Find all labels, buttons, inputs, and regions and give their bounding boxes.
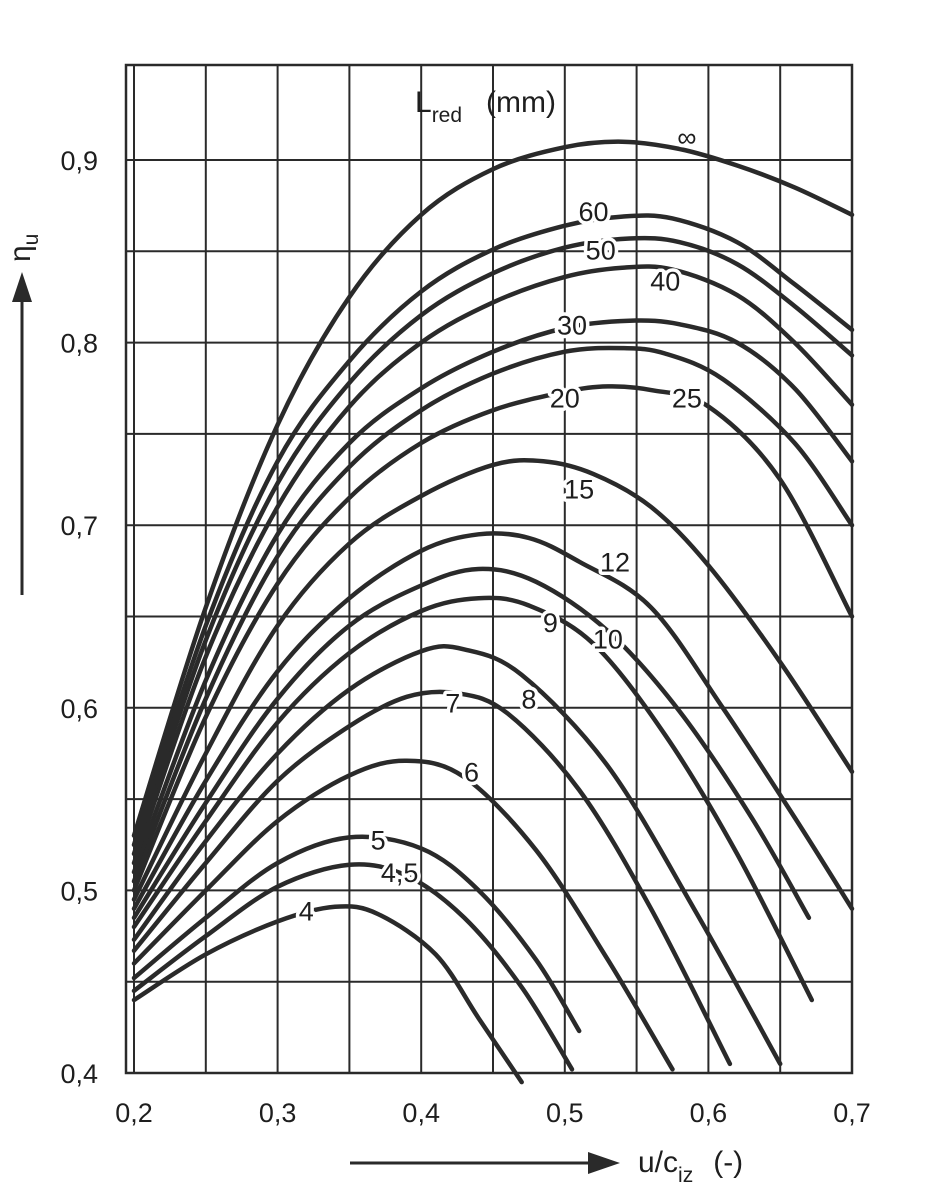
curve-label: 5 — [371, 825, 386, 855]
curve-label: 10 — [593, 624, 623, 654]
x-tick-label: 0,7 — [833, 1098, 871, 1128]
curve-line — [131, 213, 855, 848]
y-axis-sub: u — [20, 234, 43, 246]
curve-label: 8 — [521, 685, 536, 715]
curve-line — [131, 235, 855, 857]
x-tick-label: 0,4 — [402, 1098, 440, 1128]
curve-label: 40 — [650, 267, 680, 297]
y-tick-label: 0,5 — [60, 876, 98, 906]
curve-label: 9 — [543, 608, 558, 638]
curve-label: 20 — [550, 383, 580, 413]
curve-line — [131, 566, 812, 921]
curve-label: 7 — [445, 688, 460, 718]
curve-line — [131, 595, 815, 1003]
curve-line — [131, 264, 855, 866]
y-tick-label: 0,4 — [60, 1059, 98, 1089]
curve-label: 4 — [299, 896, 314, 926]
curve-labels: 4 4,55 6 7 8 9 10 12 15 20 25 30 40 50 60 ∞ — [295, 119, 705, 930]
curve-label: 15 — [564, 475, 594, 505]
curve-label: 4,5 — [381, 858, 419, 888]
curve-label: 12 — [600, 548, 630, 578]
curve-line — [131, 862, 575, 1072]
legend-title: Lred (mm) — [415, 86, 556, 127]
curve-line — [131, 384, 855, 893]
y-axis-arrow-head — [12, 272, 32, 302]
legend-main: L — [415, 86, 432, 119]
curves — [131, 139, 855, 1085]
x-axis-main: u/c — [638, 1146, 678, 1179]
x-tick-label: 0,3 — [259, 1098, 297, 1128]
x-tick-label: 0,6 — [690, 1098, 728, 1128]
curve-line — [131, 644, 783, 1067]
curve-line — [131, 758, 675, 1072]
y-tick-label: 0,6 — [60, 694, 98, 724]
x-axis-unit: (-) — [713, 1146, 743, 1179]
legend-sub: red — [432, 104, 462, 127]
x-axis-arrow-head — [588, 1152, 620, 1174]
curve-line — [131, 531, 855, 911]
x-axis-sub: iz — [678, 1164, 693, 1187]
curve-label: 6 — [464, 758, 479, 788]
curve-label: 50 — [586, 235, 616, 265]
y-tick-label: 0,7 — [60, 511, 98, 541]
y-tick-label: 0,8 — [60, 329, 98, 359]
curve-line — [131, 345, 855, 884]
y-tick-label: 0,9 — [60, 146, 98, 176]
x-tick-label: 0,2 — [115, 1098, 153, 1128]
curve-line — [131, 904, 524, 1085]
x-axis-label: u/ciz (-) — [638, 1146, 743, 1187]
tick-labels: 0,2 0,3 0,4 0,5 0,6 0,7 0,4 0,5 0,6 0,7 0,8 0,9 — [60, 146, 870, 1128]
curve-line — [131, 689, 733, 1067]
legend-unit: (mm) — [486, 86, 556, 119]
y-axis-main: η — [4, 245, 37, 262]
curve-line — [131, 834, 582, 1034]
curve-label: 25 — [672, 383, 702, 413]
x-axis-title: u/ciz (-) — [350, 1146, 743, 1187]
curve-line — [131, 318, 855, 875]
curve-label: 30 — [557, 310, 587, 340]
curve-label: ∞ — [677, 122, 696, 152]
curve-line — [131, 458, 855, 902]
y-axis-title: ηu — [4, 234, 43, 595]
x-tick-label: 0,5 — [546, 1098, 584, 1128]
curve-line — [131, 139, 855, 838]
curve-label: 60 — [578, 197, 608, 227]
y-axis-label: ηu — [4, 234, 43, 262]
